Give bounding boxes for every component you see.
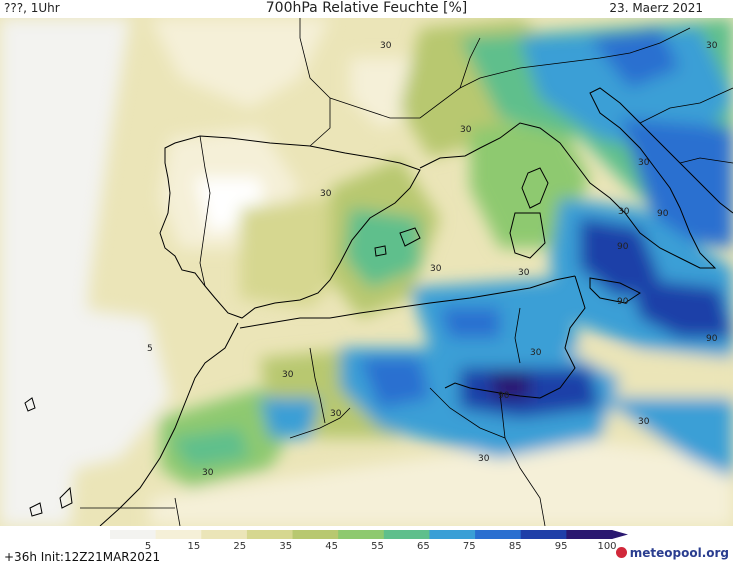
- contour-label: 30: [518, 268, 530, 278]
- legend-tick-label: 85: [509, 541, 522, 550]
- contour-label: 30: [320, 189, 332, 199]
- contour-label: 30: [618, 207, 630, 217]
- color-legend: 5 15 25 35 45 55 65 75 85 95 100: [110, 530, 628, 550]
- legend-swatch: [155, 530, 202, 539]
- legend-tick-label: 65: [417, 541, 430, 550]
- brand-dot-icon: [615, 547, 627, 558]
- legend-arrow-icon: [612, 530, 628, 539]
- legend-swatch: [201, 530, 248, 539]
- legend-swatch: [429, 530, 476, 539]
- contour-label: 30: [478, 454, 490, 464]
- footer-bar: 5 15 25 35 45 55 65 75 85 95 100 +36h Init:12Z21MA…: [0, 526, 733, 566]
- legend-tick-label: 95: [555, 541, 568, 550]
- contour-label: 30: [638, 417, 650, 427]
- contour-label: 90: [498, 391, 510, 401]
- legend-swatch: [475, 530, 522, 539]
- legend-swatch: [246, 530, 294, 539]
- contour-label: 30: [706, 41, 718, 51]
- legend-tick-label: 45: [325, 541, 338, 550]
- country-borders: [80, 18, 733, 526]
- legend-swatch: [110, 530, 157, 539]
- legend-swatch: [520, 530, 567, 539]
- legend-tick-label: 15: [188, 541, 201, 550]
- legend-tick-label: 35: [279, 541, 292, 550]
- forecast-day-label: ???, 1Uhr: [4, 1, 60, 15]
- contour-label: 90: [617, 242, 629, 252]
- legend-tick-label: 5: [145, 541, 151, 550]
- header-bar: ???, 1Uhr 700hPa Relative Feuchte [%] 23…: [0, 0, 733, 18]
- contour-label: 30: [380, 41, 392, 51]
- forecast-date: 23. Maerz 2021: [609, 1, 703, 15]
- legend-tick-label: 100: [597, 541, 616, 550]
- contour-label: 30: [202, 468, 214, 478]
- contour-labels: 30 30 30 30 30 30 30 30 30 30 30 30 30 3…: [147, 41, 718, 478]
- legend-swatch: [383, 530, 430, 539]
- brand-logo[interactable]: meteopool.org: [615, 546, 729, 560]
- legend-swatch: [292, 530, 339, 539]
- contour-label: 30: [282, 370, 294, 380]
- contour-label: 90: [657, 209, 669, 219]
- legend-tick-label: 75: [463, 541, 476, 550]
- map-canvas: 30 30 30 30 30 30 30 30 30 30 30 30 30 3…: [0, 18, 733, 526]
- init-time: +36h Init:12Z21MAR2021: [4, 550, 161, 564]
- legend-swatch: [566, 530, 613, 539]
- contour-label: 30: [460, 125, 472, 135]
- contour-label: 30: [430, 264, 442, 274]
- contour-label: 90: [617, 297, 629, 307]
- contour-label: 5: [147, 344, 153, 354]
- brand-name: meteopool.org: [629, 546, 729, 560]
- contour-label: 90: [706, 334, 718, 344]
- legend-tick-label: 25: [233, 541, 246, 550]
- humidity-map: 30 30 30 30 30 30 30 30 30 30 30 30 30 3…: [0, 18, 733, 526]
- legend-tick-label: 55: [371, 541, 384, 550]
- contour-label: 30: [638, 158, 650, 168]
- contour-label: 30: [530, 348, 542, 358]
- legend-swatch: [338, 530, 385, 539]
- coastlines: [24, 87, 733, 526]
- humidity-field: [0, 18, 733, 526]
- contour-label: 30: [330, 409, 342, 419]
- map-title: 700hPa Relative Feuchte [%]: [265, 0, 468, 16]
